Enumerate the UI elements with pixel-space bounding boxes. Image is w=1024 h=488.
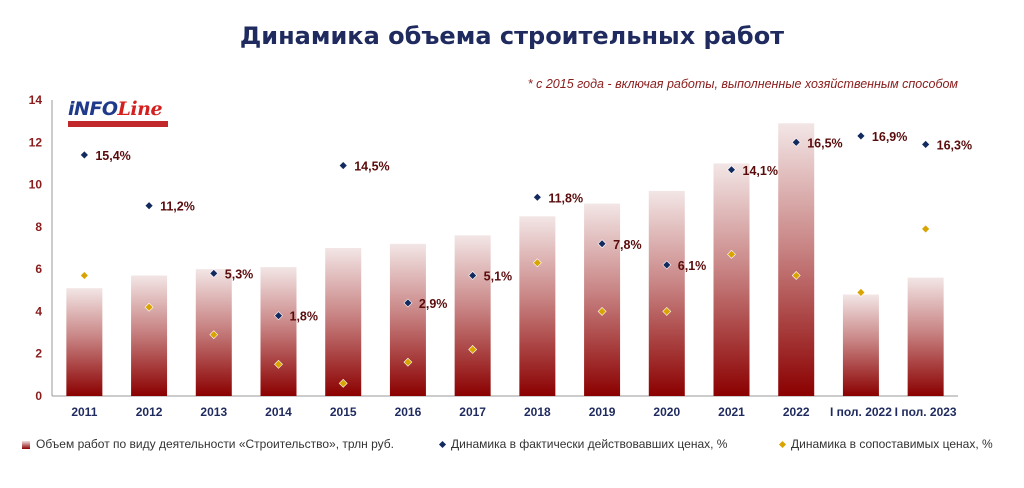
- x-tick-label: 2021: [718, 405, 745, 419]
- data-label: 5,1%: [484, 269, 512, 283]
- actual-price-point: [662, 260, 672, 270]
- comparable-price-point: [468, 345, 478, 354]
- comparable-price-point: [209, 330, 219, 340]
- x-tick-label: 2011: [71, 405, 97, 419]
- actual-price-point: [597, 239, 607, 249]
- bar: [842, 294, 879, 396]
- data-label: 16,9%: [872, 130, 907, 144]
- actual-price-point: [468, 271, 478, 280]
- comparable-price-point: [791, 271, 801, 280]
- x-tick-label: 2017: [459, 405, 486, 419]
- actual-price-point: [209, 268, 219, 278]
- data-label: 16,3%: [937, 138, 972, 152]
- legend-swatch-bar: [22, 440, 30, 449]
- comparable-price-point: [403, 357, 413, 367]
- y-tick-label: 12: [29, 135, 43, 149]
- x-tick-label: 2015: [330, 405, 357, 419]
- bar: [66, 288, 103, 396]
- bar: [519, 216, 556, 396]
- data-label: 2,9%: [419, 297, 448, 311]
- actual-price-point: [532, 192, 542, 202]
- bar: [260, 267, 297, 396]
- x-tick-label: 2019: [589, 405, 616, 419]
- comparable-price-point: [79, 271, 89, 280]
- x-tick-label: 2016: [395, 405, 422, 419]
- comparable-price-point: [144, 302, 154, 312]
- x-tick-label: I пол. 2022: [830, 405, 892, 419]
- comparable-price-point: [338, 378, 348, 388]
- infoline-logo: iNFOLine: [68, 99, 170, 133]
- data-label: 6,1%: [678, 259, 707, 273]
- comparable-price-point: [921, 224, 931, 234]
- data-label: 7,8%: [613, 238, 642, 252]
- bar: [131, 275, 168, 396]
- actual-price-point: [921, 139, 931, 149]
- x-tick-label: 2020: [653, 405, 680, 419]
- data-label: 5,3%: [225, 267, 254, 281]
- actual-price-point: [791, 137, 801, 147]
- x-tick-label: I пол. 2023: [895, 405, 957, 419]
- chart-footnote: * с 2015 года - включая работы, выполнен…: [527, 77, 958, 91]
- legend-item-volume: Объем работ по виду деятельности «Строит…: [22, 437, 394, 451]
- bar: [778, 123, 815, 396]
- y-tick-label: 10: [29, 178, 43, 192]
- data-label: 14,5%: [354, 160, 389, 174]
- actual-price-point: [338, 161, 348, 170]
- data-label: 14,1%: [743, 164, 778, 178]
- actual-price-point: [856, 131, 866, 141]
- data-label: 11,2%: [160, 200, 195, 214]
- legend-item-actual-prices: Динамика в фактически действовавших цена…: [438, 437, 728, 451]
- actual-price-point: [403, 298, 413, 308]
- comparable-price-point: [856, 287, 866, 297]
- comparable-price-point: [274, 359, 283, 369]
- x-tick-label: 2022: [783, 405, 810, 419]
- bar: [648, 190, 685, 396]
- comparable-price-point: [532, 258, 542, 268]
- y-tick-label: 6: [35, 262, 42, 276]
- bar: [713, 163, 750, 396]
- comparable-price-point: [662, 307, 672, 316]
- legend-label-volume: Объем работ по виду деятельности «Строит…: [36, 437, 394, 451]
- comparable-price-point: [727, 249, 736, 259]
- comparable-price-point: [597, 307, 607, 316]
- y-tick-label: 2: [35, 347, 42, 361]
- data-label: 15,4%: [95, 149, 130, 163]
- data-label: 16,5%: [807, 136, 842, 150]
- actual-price-point: [727, 165, 736, 175]
- x-tick-label: 2014: [265, 405, 292, 419]
- bar: [325, 248, 362, 396]
- y-tick-label: 8: [35, 220, 42, 234]
- data-label: 11,8%: [548, 191, 583, 205]
- data-label: 1,8%: [290, 310, 319, 324]
- x-tick-label: 2012: [136, 405, 163, 419]
- y-tick-label: 4: [35, 304, 42, 318]
- actual-price-point: [144, 201, 154, 211]
- bar: [389, 243, 426, 396]
- legend-label-actual-prices: Динамика в фактически действовавших цена…: [451, 437, 728, 451]
- chart-title: Динамика объема строительных работ: [239, 22, 785, 50]
- legend-swatch-diamond-navy: [438, 441, 447, 449]
- legend-item-comparable-prices: Динамика в сопоставимых ценах, %: [778, 437, 993, 451]
- x-tick-label: 2013: [200, 405, 227, 419]
- actual-price-point: [79, 150, 89, 160]
- x-tick-label: 2018: [524, 405, 551, 419]
- y-tick-label: 14: [29, 93, 43, 107]
- legend-swatch-diamond-gold: [778, 441, 787, 449]
- bar: [584, 203, 621, 396]
- y-tick-label: 0: [35, 389, 42, 403]
- bar: [907, 277, 944, 396]
- actual-price-point: [274, 311, 283, 321]
- bar: [454, 235, 491, 396]
- legend-label-comparable-prices: Динамика в сопоставимых ценах, %: [791, 437, 993, 451]
